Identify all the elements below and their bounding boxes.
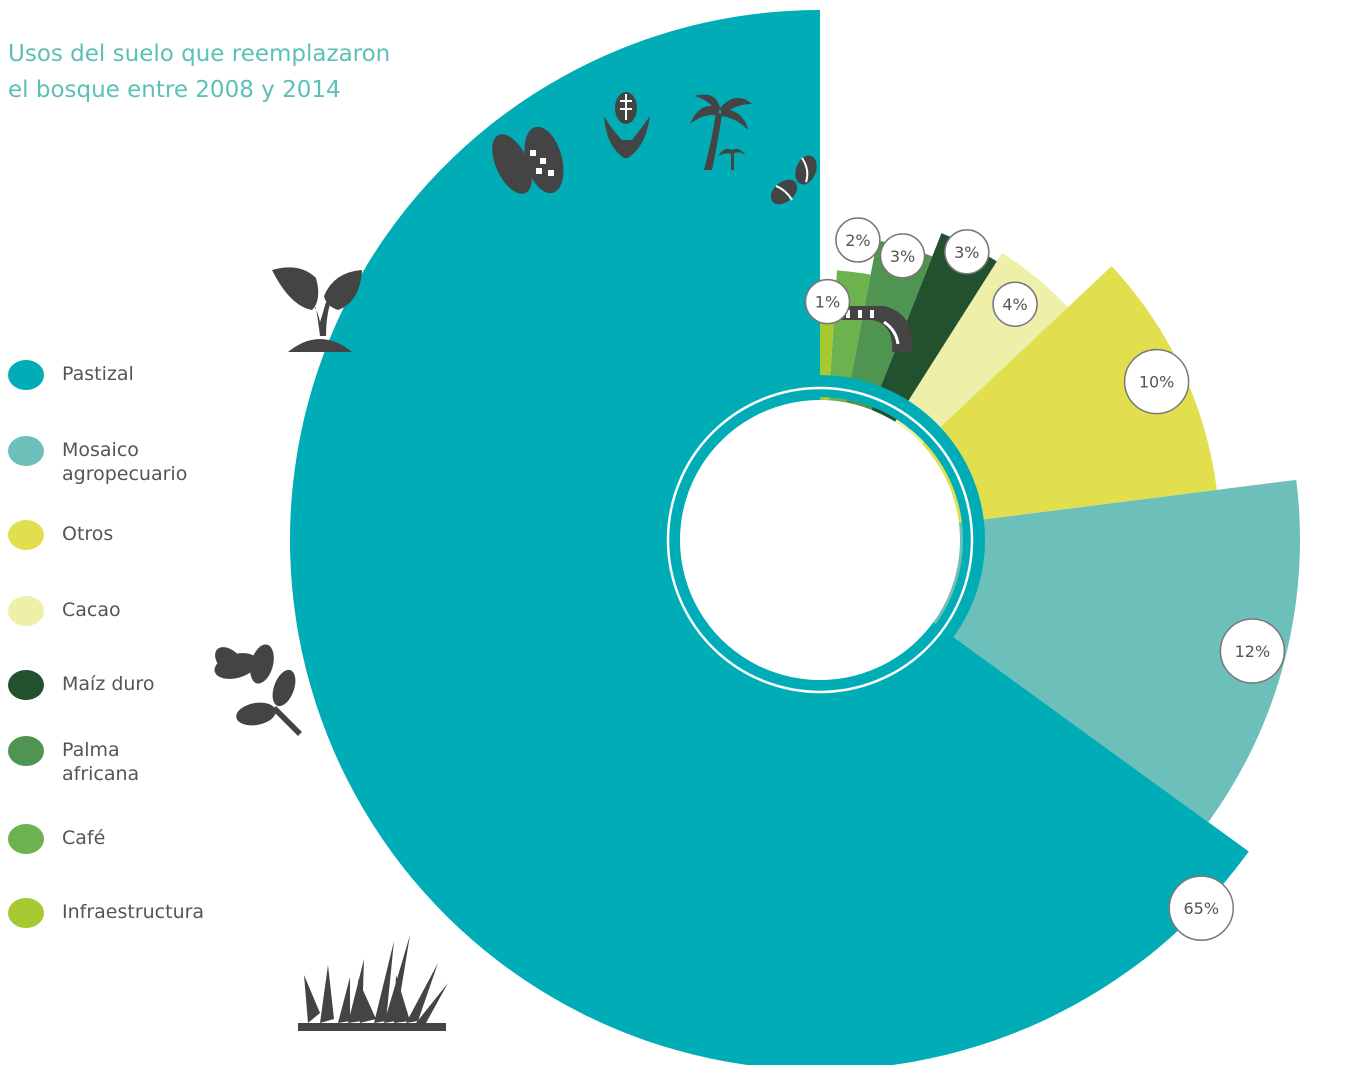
cacao-icon bbox=[492, 126, 564, 194]
leaves-icon bbox=[214, 644, 302, 736]
value-badge-circle bbox=[804, 278, 851, 325]
legend-item-infraestructura: Infraestructura bbox=[8, 898, 262, 928]
page-title: Usos del suelo que reemplazaron el bosqu… bbox=[8, 36, 468, 108]
road-icon bbox=[838, 306, 913, 352]
legend-label-line: Palma bbox=[62, 739, 120, 761]
legend-label: Cacao bbox=[62, 596, 262, 622]
palm-tree-icon bbox=[690, 94, 752, 170]
legend-label-line: Infraestructura bbox=[62, 901, 205, 923]
slice-otros bbox=[922, 266, 1217, 523]
value-badge-circle bbox=[1219, 618, 1286, 684]
value-label: 12% bbox=[1235, 642, 1271, 661]
legend-swatch bbox=[8, 360, 44, 390]
value-badge-infraestructura: 1% bbox=[804, 278, 851, 325]
value-label: 2% bbox=[845, 231, 870, 250]
legend-label-line: Mosaico bbox=[62, 439, 139, 461]
legend-label: Pastizal bbox=[62, 360, 262, 386]
legend-label: Maíz duro bbox=[62, 670, 262, 696]
value-label: 3% bbox=[954, 243, 979, 262]
legend-swatch bbox=[8, 670, 44, 700]
coffee-beans-icon bbox=[770, 155, 817, 205]
value-label: 4% bbox=[1002, 295, 1027, 314]
legend-item-maiz-duro: Maíz duro bbox=[8, 670, 262, 700]
title-line-1: Usos del suelo que reemplazaron bbox=[8, 41, 391, 67]
value-label: 10% bbox=[1139, 373, 1175, 392]
legend-swatch bbox=[8, 520, 44, 550]
legend-label: Otros bbox=[62, 520, 262, 546]
slice-maiz-duro bbox=[871, 233, 997, 422]
legend-item-mosaico-agropecuario: Mosaico agropecuario bbox=[8, 436, 262, 486]
value-badge-cafe: 2% bbox=[835, 217, 881, 263]
sprout-icon bbox=[272, 267, 362, 352]
inner-ring-fill bbox=[655, 375, 985, 705]
legend-swatch bbox=[8, 436, 44, 466]
legend-swatch bbox=[8, 736, 44, 766]
legend-item-cafe: Café bbox=[8, 824, 262, 854]
legend-label-line: Cacao bbox=[62, 599, 121, 621]
legend-item-palma-africana: Palma africana bbox=[8, 736, 262, 786]
value-badge-cacao: 4% bbox=[992, 281, 1038, 327]
legend-label: Mosaico agropecuario bbox=[62, 436, 262, 486]
category-icons bbox=[214, 92, 913, 1031]
value-badge-circle bbox=[1123, 348, 1190, 415]
legend-swatch bbox=[8, 596, 44, 626]
corn-icon bbox=[604, 92, 650, 158]
legend-label: Infraestructura bbox=[62, 898, 262, 924]
value-badge-pastizal: 65% bbox=[1168, 875, 1235, 941]
inner-ring-line bbox=[666, 386, 974, 694]
legend-item-cacao: Cacao bbox=[8, 596, 262, 626]
inner-ring bbox=[655, 375, 985, 705]
legend-item-otros: Otros bbox=[8, 520, 262, 550]
value-label: 1% bbox=[815, 293, 840, 312]
slice-mosaico-agropecuario bbox=[933, 479, 1300, 823]
legend-label-line: Pastizal bbox=[62, 363, 134, 385]
value-badge-maiz-duro: 3% bbox=[944, 229, 990, 275]
value-label: 3% bbox=[890, 247, 915, 266]
value-label: 65% bbox=[1183, 899, 1219, 918]
legend-swatch bbox=[8, 898, 44, 928]
legend-item-pastizal: Pastizal bbox=[8, 360, 262, 390]
legend-label-line: Maíz duro bbox=[62, 673, 155, 695]
legend-label: Café bbox=[62, 824, 262, 850]
donut-hole bbox=[686, 406, 954, 674]
value-badge-circle bbox=[1168, 875, 1235, 941]
value-badge-circle bbox=[835, 217, 881, 263]
value-badge-circle bbox=[879, 233, 926, 279]
grass-icon bbox=[298, 935, 448, 1031]
legend-label-line: Café bbox=[62, 827, 106, 849]
value-badges: 65% 12% 10% 4% 3% 3% 2% 1% bbox=[804, 217, 1286, 941]
value-badge-circle bbox=[944, 229, 990, 275]
legend-label: Palma africana bbox=[62, 736, 262, 786]
value-badge-otros: 10% bbox=[1123, 348, 1190, 415]
title-line-2: el bosque entre 2008 y 2014 bbox=[8, 77, 341, 103]
legend-label-line: africana bbox=[62, 763, 140, 785]
legend-swatch bbox=[8, 824, 44, 854]
value-badge-circle bbox=[992, 281, 1038, 327]
value-badge-mosaico-agropecuario: 12% bbox=[1219, 618, 1286, 684]
value-badge-palma-africana: 3% bbox=[879, 233, 926, 279]
legend-label-line: agropecuario bbox=[62, 463, 188, 485]
slice-pastizal bbox=[290, 10, 1249, 1065]
legend-label-line: Otros bbox=[62, 523, 114, 545]
